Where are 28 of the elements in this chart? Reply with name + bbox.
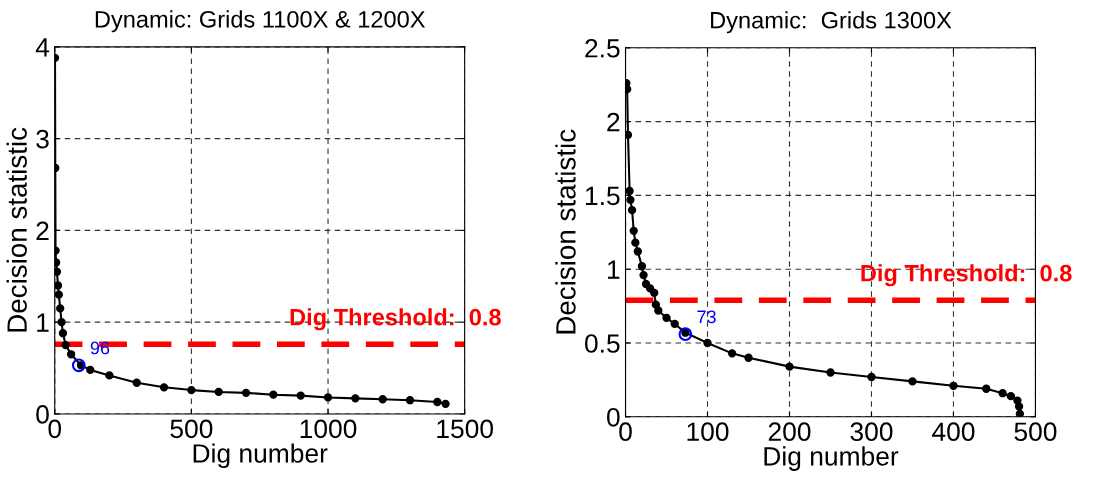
y-axis-title: Decision statistic xyxy=(6,127,27,332)
y-axis-title: Decision statistic xyxy=(555,129,576,334)
x-tick-label: 500 xyxy=(170,419,213,439)
y-tick-label: 0 xyxy=(36,405,49,424)
ref-line-label: Dig Threshold: 0.8 xyxy=(290,308,501,331)
ref-line-label: Dig Threshold: 0.8 xyxy=(861,264,1072,287)
y-tick-label: 1.5 xyxy=(585,186,620,206)
x-tick-label: 400 xyxy=(932,422,975,442)
annotation: 73 xyxy=(697,310,716,324)
x-tick-label: 1500 xyxy=(437,419,493,439)
x-axis-title: Dig number xyxy=(764,446,899,471)
y-tick-label: 4 xyxy=(35,38,50,57)
y-tick-label: 1 xyxy=(608,260,620,279)
chart-title: Dynamic: Grids 1100X & 1200X xyxy=(95,10,426,33)
chart-title: Dynamic: Grids 1300X xyxy=(711,11,952,34)
x-tick-label: 300 xyxy=(850,422,893,442)
y-tick-label: 2 xyxy=(607,112,620,132)
y-tick-label: 3 xyxy=(36,129,49,149)
y-tick-label: 1 xyxy=(37,313,49,332)
y-tick-label: 0.5 xyxy=(585,334,620,353)
x-tick-label: 100 xyxy=(687,422,729,442)
x-axis-title: Dig number xyxy=(193,443,328,469)
x-tick-label: 200 xyxy=(768,422,811,442)
annotation: 96 xyxy=(90,341,110,355)
x-tick-label: 1000 xyxy=(300,419,357,439)
x-tick-label: 500 xyxy=(1014,422,1057,442)
y-tick-label: 2 xyxy=(36,221,49,240)
y-tick-label: 2.5 xyxy=(585,38,620,58)
